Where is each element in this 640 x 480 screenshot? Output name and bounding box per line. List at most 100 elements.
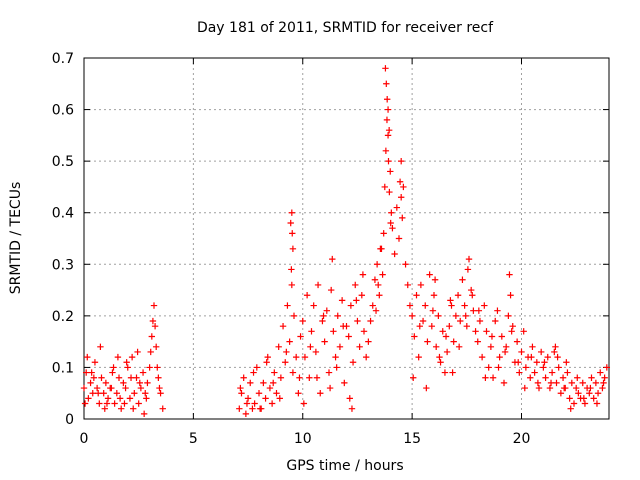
data-point — [551, 348, 558, 356]
data-point — [555, 364, 562, 371]
data-point — [385, 157, 392, 165]
data-point — [122, 384, 129, 392]
x-tick-label: 15 — [403, 431, 421, 447]
data-point — [426, 271, 433, 278]
data-point — [142, 390, 149, 397]
data-point — [587, 384, 594, 392]
data-point — [500, 379, 508, 387]
data-point — [547, 379, 555, 387]
data-point — [599, 384, 606, 392]
x-tick-label: 10 — [294, 431, 312, 447]
data-point — [481, 302, 488, 309]
data-point — [509, 322, 516, 330]
data-point — [270, 379, 277, 387]
data-point — [508, 328, 515, 335]
data-point — [317, 390, 324, 397]
data-point — [535, 384, 543, 392]
data-point — [151, 322, 159, 330]
x-axis-label: GPS time / hours — [286, 458, 403, 474]
data-point — [352, 281, 359, 289]
data-point — [147, 348, 154, 356]
data-point — [574, 374, 581, 381]
data-point — [90, 374, 98, 381]
data-point — [502, 343, 510, 350]
data-point — [580, 395, 588, 402]
data-point — [553, 379, 560, 387]
data-point — [126, 395, 134, 402]
data-point — [289, 230, 296, 237]
data-point — [452, 312, 460, 320]
x-tick-label: 0 — [80, 431, 89, 447]
data-point — [307, 343, 314, 350]
data-point — [593, 400, 601, 407]
data-point — [275, 343, 282, 350]
data-point — [87, 379, 94, 387]
data-point — [380, 230, 387, 237]
data-point — [416, 322, 423, 330]
data-point — [382, 65, 389, 72]
data-point — [96, 400, 103, 407]
data-point — [597, 369, 604, 376]
data-point — [113, 390, 121, 397]
data-point — [590, 395, 597, 402]
data-point — [448, 302, 455, 309]
data-point — [475, 307, 483, 314]
data-point — [542, 374, 549, 381]
data-point — [114, 353, 122, 361]
data-point — [102, 379, 110, 387]
data-point — [376, 292, 383, 299]
data-point — [375, 281, 382, 289]
data-point — [455, 343, 463, 350]
data-point — [319, 317, 326, 325]
data-point — [387, 219, 394, 227]
data-point — [347, 302, 355, 309]
data-point — [603, 364, 611, 371]
data-point — [541, 359, 548, 366]
data-point — [348, 405, 356, 412]
data-point — [115, 374, 123, 381]
data-point — [594, 390, 602, 397]
data-point — [242, 410, 250, 418]
data-point — [349, 359, 357, 366]
data-point — [277, 374, 285, 381]
data-point — [383, 116, 391, 124]
data-point — [564, 369, 571, 376]
data-point — [323, 307, 331, 314]
data-point — [100, 390, 107, 397]
data-point — [340, 322, 347, 330]
data-point — [476, 317, 484, 325]
data-point — [548, 369, 556, 376]
x-tick-label: 5 — [189, 431, 198, 447]
data-point — [395, 235, 403, 242]
data-point — [419, 317, 427, 325]
data-point — [540, 364, 547, 371]
data-point — [266, 384, 274, 392]
data-point — [441, 369, 449, 376]
data-point — [389, 224, 396, 232]
data-point — [237, 384, 244, 392]
data-point — [310, 302, 317, 309]
data-point — [139, 369, 147, 376]
data-point — [93, 384, 101, 392]
data-point — [338, 297, 346, 304]
data-point — [527, 374, 534, 381]
data-point — [472, 328, 479, 335]
data-point — [533, 359, 541, 366]
data-point — [518, 348, 525, 356]
data-point — [450, 338, 457, 345]
data-point — [432, 343, 440, 350]
data-point — [560, 384, 568, 392]
data-point — [244, 395, 252, 402]
data-point — [483, 328, 490, 335]
data-point — [567, 405, 574, 412]
data-point — [601, 374, 608, 381]
data-point — [482, 374, 489, 381]
data-point — [303, 292, 311, 299]
data-point — [507, 292, 514, 299]
data-point — [383, 96, 391, 103]
data-point — [154, 364, 161, 371]
data-point — [568, 379, 576, 387]
data-point — [362, 353, 370, 361]
data-point — [288, 209, 296, 216]
y-tick-label: 0.3 — [52, 257, 74, 273]
